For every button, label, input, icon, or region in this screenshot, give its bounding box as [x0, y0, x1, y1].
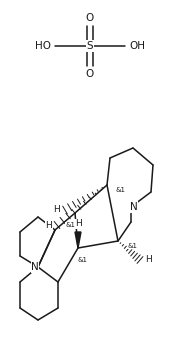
- Text: N: N: [130, 202, 138, 212]
- Text: H: H: [54, 205, 60, 214]
- Text: H: H: [75, 219, 81, 229]
- Text: H: H: [145, 256, 151, 265]
- Text: &1: &1: [65, 222, 75, 228]
- Text: N: N: [31, 262, 39, 272]
- Polygon shape: [75, 232, 81, 248]
- Text: H: H: [46, 220, 52, 230]
- Text: OH: OH: [129, 41, 145, 51]
- Text: &1: &1: [127, 243, 137, 249]
- Text: HO: HO: [35, 41, 51, 51]
- Text: O: O: [86, 13, 94, 23]
- Text: &1: &1: [116, 187, 126, 193]
- Text: &1: &1: [78, 257, 88, 263]
- Text: S: S: [87, 41, 93, 51]
- Text: O: O: [86, 69, 94, 79]
